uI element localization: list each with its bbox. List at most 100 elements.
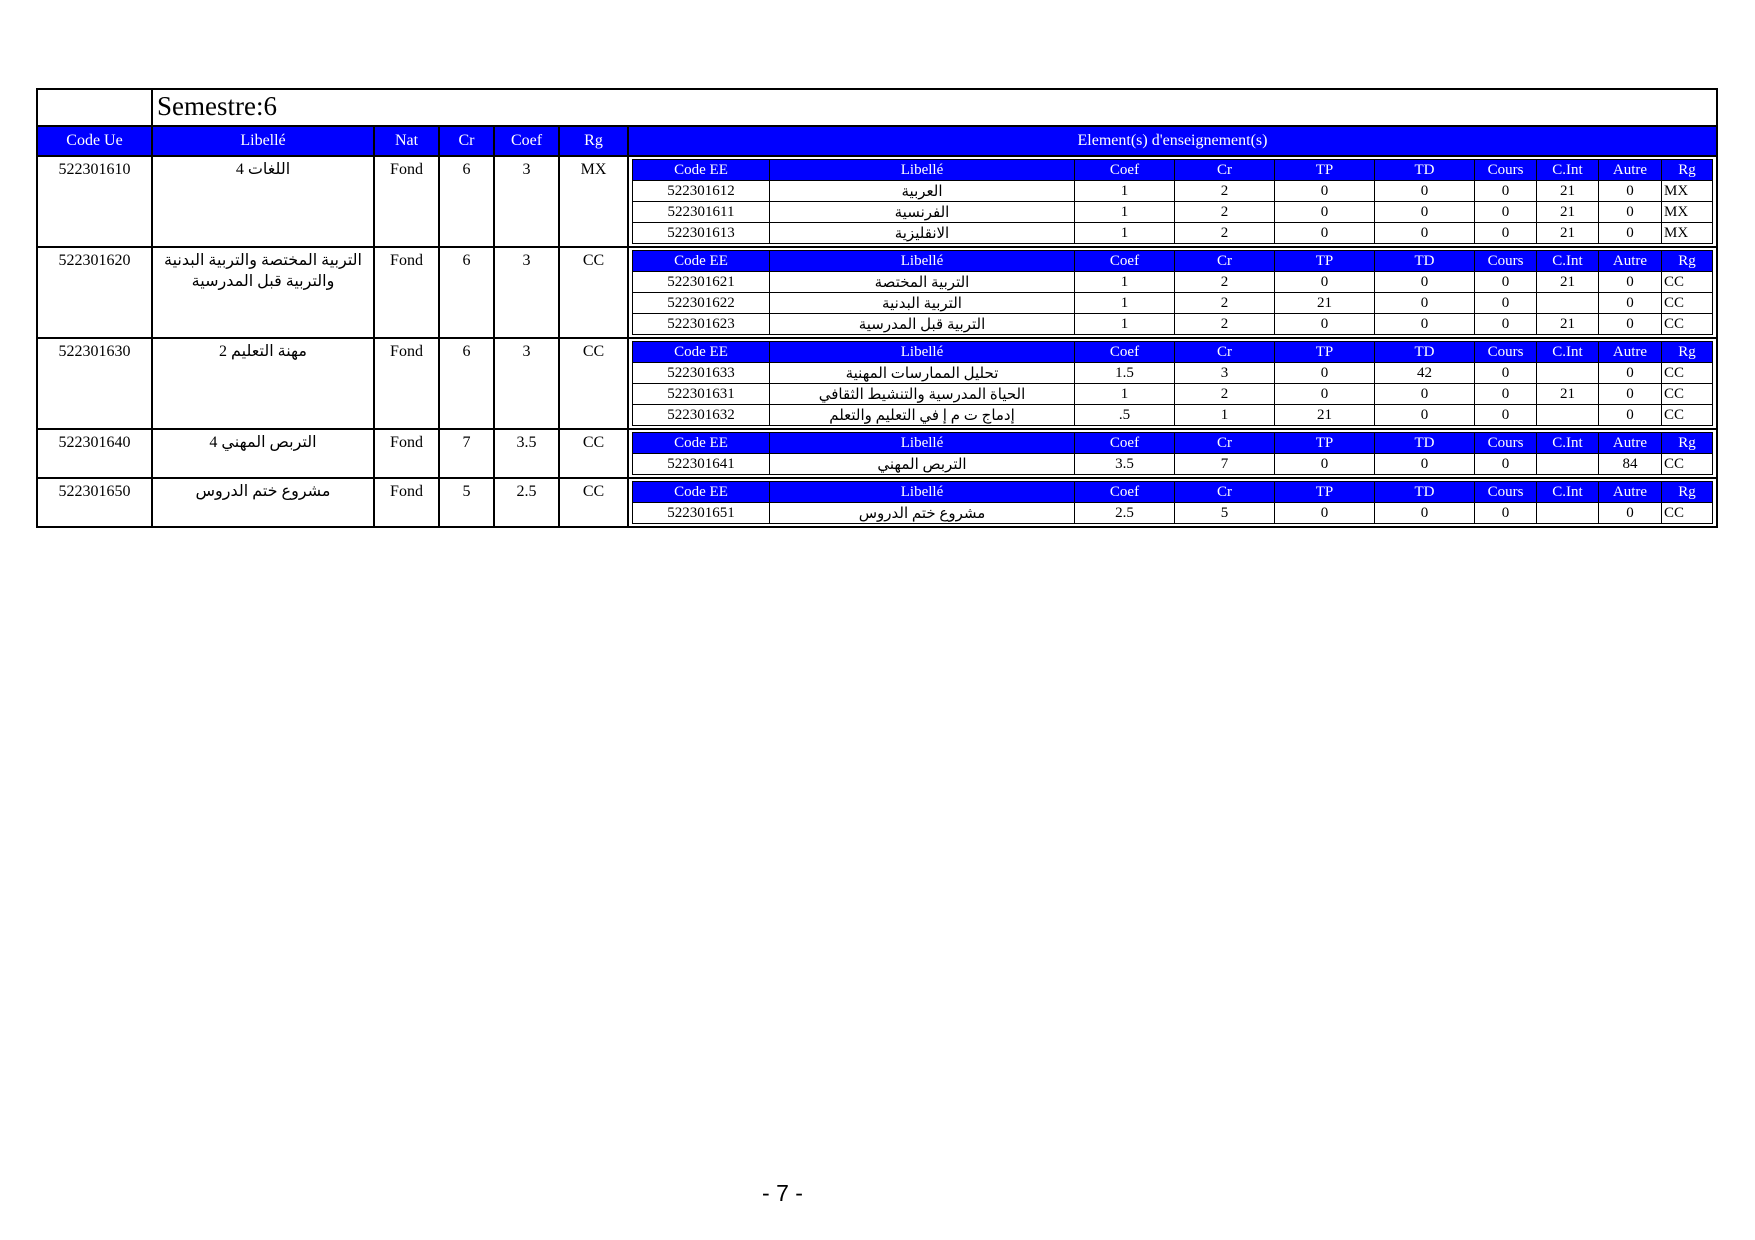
- ee-cours: 0: [1474, 292, 1537, 314]
- ee-header-libell-: Libellé: [769, 341, 1075, 363]
- elements-cell: Code EE Libellé Coef Cr TP TD Cours C.Int Autre R…: [627, 428, 1718, 479]
- ee-coef: 3.5: [1074, 453, 1175, 475]
- ue-code: 522301650: [36, 477, 153, 528]
- ee-autre: 84: [1598, 453, 1662, 475]
- ue-nat: Fond: [373, 155, 440, 248]
- ue-nat: Fond: [373, 428, 440, 479]
- ee-rg: CC: [1661, 292, 1713, 314]
- col-header-code-ue: Code Ue: [36, 125, 153, 157]
- ee-autre: 0: [1598, 362, 1662, 384]
- col-header-rg: Rg: [558, 125, 629, 157]
- ee-header-cr: Cr: [1174, 481, 1275, 503]
- ue-coef: 3: [493, 337, 560, 430]
- ee-row: 522301622 التربية البدنية 1 2 21 0 0 0 CC: [632, 292, 1713, 314]
- ee-coef: 1: [1074, 271, 1175, 293]
- ee-header-coef: Coef: [1074, 250, 1175, 272]
- ee-header-rg: Rg: [1661, 159, 1713, 181]
- ee-header-coef: Coef: [1074, 159, 1175, 181]
- ee-header-cr: Cr: [1174, 341, 1275, 363]
- ee-header-autre: Autre: [1598, 432, 1662, 454]
- ue-code: 522301620: [36, 246, 153, 339]
- ue-nat: Fond: [373, 477, 440, 528]
- ee-cours: 0: [1474, 271, 1537, 293]
- ee-tp: 0: [1274, 313, 1375, 335]
- ee-header-td: TD: [1374, 159, 1475, 181]
- ee-cr: 5: [1174, 502, 1275, 524]
- ee-header-c-int: C.Int: [1536, 341, 1599, 363]
- ee-cours: 0: [1474, 362, 1537, 384]
- ee-rg: CC: [1661, 404, 1713, 426]
- ee-rg: CC: [1661, 383, 1713, 405]
- ee-coef: 1: [1074, 201, 1175, 223]
- ee-header-coef: Coef: [1074, 432, 1175, 454]
- ue-row: 522301630 مهنة التعليم 2 Fond 6 3 CC Code EE Li…: [36, 337, 1718, 430]
- ue-coef: 3: [493, 246, 560, 339]
- semester-table: Semestre:6 Code Ue Libellé Nat Cr Coef R…: [36, 88, 1718, 528]
- ee-rg: CC: [1661, 453, 1713, 475]
- ee-cint: [1536, 404, 1599, 426]
- ee-code: 522301633: [632, 362, 770, 384]
- ee-coef: 1: [1074, 292, 1175, 314]
- col-header-coef: Coef: [493, 125, 560, 157]
- col-header-cr: Cr: [438, 125, 495, 157]
- ee-autre: 0: [1598, 201, 1662, 223]
- elements-cell: Code EE Libellé Coef Cr TP TD Cours C.Int Autre R…: [627, 155, 1718, 248]
- ee-header-code-ee: Code EE: [632, 432, 770, 454]
- ee-td: 0: [1374, 404, 1475, 426]
- ee-cint: [1536, 502, 1599, 524]
- ee-row: 522301612 العربية 1 2 0 0 0 21 0 MX: [632, 180, 1713, 202]
- ue-nat: Fond: [373, 246, 440, 339]
- ee-td: 0: [1374, 201, 1475, 223]
- ee-header-tp: TP: [1274, 341, 1375, 363]
- ee-header-libell-: Libellé: [769, 432, 1075, 454]
- ee-cours: 0: [1474, 383, 1537, 405]
- ee-autre: 0: [1598, 404, 1662, 426]
- ee-header-row: Code EE Libellé Coef Cr TP TD Cours C.Int Autre R…: [632, 341, 1713, 363]
- ee-header-c-int: C.Int: [1536, 432, 1599, 454]
- ee-tp: 0: [1274, 180, 1375, 202]
- ee-td: 0: [1374, 271, 1475, 293]
- ee-code: 522301632: [632, 404, 770, 426]
- ee-header-autre: Autre: [1598, 341, 1662, 363]
- ue-libelle: مشروع ختم الدروس: [151, 477, 375, 528]
- ee-tp: 0: [1274, 222, 1375, 244]
- ee-cr: 2: [1174, 222, 1275, 244]
- ee-cours: 0: [1474, 502, 1537, 524]
- ue-rg: CC: [558, 337, 629, 430]
- elements-table: Code EE Libellé Coef Cr TP TD Cours C.Int Autre R…: [632, 341, 1713, 426]
- ee-code: 522301623: [632, 313, 770, 335]
- ee-header-c-int: C.Int: [1536, 481, 1599, 503]
- elements-table: Code EE Libellé Coef Cr TP TD Cours C.Int Autre R…: [632, 250, 1713, 335]
- ee-header-code-ee: Code EE: [632, 481, 770, 503]
- ee-header-rg: Rg: [1661, 481, 1713, 503]
- ee-libelle: التربية البدنية: [769, 292, 1075, 314]
- ee-rg: MX: [1661, 201, 1713, 223]
- ee-tp: 0: [1274, 271, 1375, 293]
- ue-cr: 7: [438, 428, 495, 479]
- ee-header-cr: Cr: [1174, 159, 1275, 181]
- ee-tp: 21: [1274, 292, 1375, 314]
- ue-cr: 6: [438, 246, 495, 339]
- col-header-nat: Nat: [373, 125, 440, 157]
- ee-rg: CC: [1661, 313, 1713, 335]
- ee-coef: 1: [1074, 383, 1175, 405]
- ee-cr: 3: [1174, 362, 1275, 384]
- ue-coef: 2.5: [493, 477, 560, 528]
- ee-header-cours: Cours: [1474, 481, 1537, 503]
- corner-cell: [36, 88, 153, 127]
- ee-header-cours: Cours: [1474, 159, 1537, 181]
- ee-libelle: التربص المهني: [769, 453, 1075, 475]
- ee-header-row: Code EE Libellé Coef Cr TP TD Cours C.Int Autre R…: [632, 159, 1713, 181]
- ee-autre: 0: [1598, 271, 1662, 293]
- ee-autre: 0: [1598, 180, 1662, 202]
- ee-header-code-ee: Code EE: [632, 159, 770, 181]
- ee-header-coef: Coef: [1074, 481, 1175, 503]
- ee-td: 0: [1374, 313, 1475, 335]
- ee-tp: 0: [1274, 502, 1375, 524]
- ue-cr: 6: [438, 155, 495, 248]
- ee-header-tp: TP: [1274, 481, 1375, 503]
- ee-cr: 2: [1174, 271, 1275, 293]
- ee-td: 0: [1374, 502, 1475, 524]
- ee-libelle: إدماج ت م إ في التعليم والتعلم: [769, 404, 1075, 426]
- ee-coef: .5: [1074, 404, 1175, 426]
